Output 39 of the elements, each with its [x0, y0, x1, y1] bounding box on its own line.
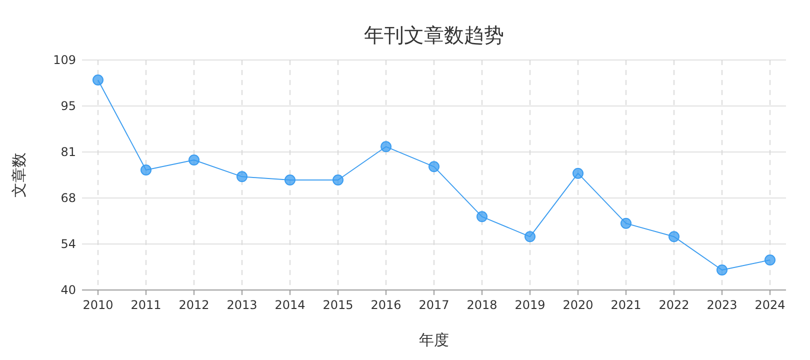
point: [668, 231, 680, 242]
point: [572, 168, 584, 179]
x-tick-label: 2012: [178, 298, 210, 312]
point: [236, 171, 248, 182]
point: [332, 174, 344, 186]
point: [284, 174, 296, 186]
x-tick-label: 2017: [418, 298, 450, 312]
point: [716, 264, 728, 276]
x-tick-label: 2020: [562, 298, 594, 312]
x-tick-label: 2014: [274, 298, 306, 312]
x-tick-label: 2021: [610, 298, 642, 312]
point: [524, 231, 536, 242]
y-tick-label: 54: [60, 237, 76, 251]
point: [476, 211, 488, 222]
x-tick-label: 2016: [370, 298, 402, 312]
point: [140, 164, 152, 176]
x-axis-title: 年度: [419, 331, 449, 349]
point: [380, 141, 392, 152]
y-tick-label: 40: [60, 283, 76, 297]
x-tick-label: 2019: [514, 298, 546, 312]
point: [188, 154, 200, 166]
x-tick-label: 2023: [706, 298, 738, 312]
x-tick-label: 2024: [754, 298, 786, 312]
y-tick-label: 81: [60, 145, 76, 159]
point: [620, 218, 632, 229]
x-tick-label: 2022: [658, 298, 690, 312]
y-tick-label: 95: [60, 99, 76, 113]
x-tick-label: 2011: [130, 298, 162, 312]
point: [428, 161, 440, 172]
y-tick-label: 68: [60, 191, 76, 205]
x-tick-label: 2013: [226, 298, 258, 312]
x-tick-label: 2018: [466, 298, 498, 312]
chart-title: 年刊文章数趋势: [364, 23, 504, 47]
x-tick-label: 2015: [322, 298, 354, 312]
point: [92, 74, 104, 86]
y-tick-label: 109: [53, 53, 76, 67]
y-axis-title: 文章数: [10, 152, 28, 198]
point: [764, 254, 776, 266]
x-tick-label: 2010: [82, 298, 114, 312]
